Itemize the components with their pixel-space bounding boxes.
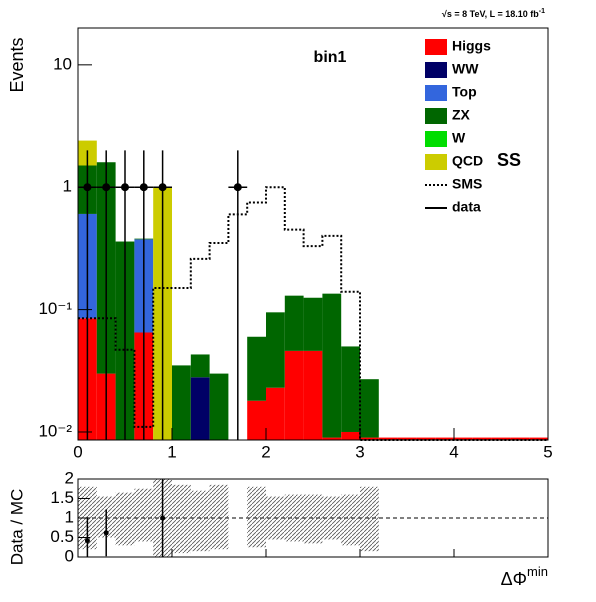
- legend-label: SMS: [452, 176, 482, 192]
- stack-bar: [491, 437, 511, 440]
- stack-bar: [529, 437, 548, 440]
- x-tick-label: 2: [261, 442, 270, 461]
- ratio-point: [160, 515, 166, 521]
- stack-bar: [209, 373, 229, 440]
- legend-swatch: [425, 39, 447, 55]
- ss-label: SS: [497, 150, 521, 170]
- ratio-point: [103, 530, 109, 536]
- lumi-sup: -1: [539, 8, 545, 15]
- stack-bar: [472, 437, 492, 440]
- x-label-sup: min: [527, 564, 548, 579]
- uncertainty-band: [360, 486, 379, 552]
- stack-bar: [397, 437, 417, 440]
- x-tick-label: 0: [73, 442, 82, 461]
- stack-bar: [190, 377, 210, 440]
- legend-label: W: [452, 130, 466, 146]
- stack-bar: [322, 293, 342, 438]
- ratio-y-tick-label: 2: [65, 468, 74, 487]
- x-label-text: ΔΦ: [501, 569, 527, 589]
- legend-label: data: [452, 199, 481, 215]
- stack-bar: [360, 437, 379, 440]
- ratio-y-tick-label: 0: [65, 546, 74, 565]
- x-tick-label: 1: [167, 442, 176, 461]
- uncertainty-band: [341, 494, 360, 546]
- frame: [77, 27, 549, 441]
- ratio-y-label: Data / MC: [7, 489, 26, 566]
- stack-bar: [172, 365, 191, 440]
- ratio-y-tick-label: 0.5: [50, 527, 74, 546]
- uncertainty-band: [266, 496, 285, 540]
- uncertainty-band: [303, 494, 323, 544]
- ratio-point: [84, 538, 90, 544]
- uncertainty-band: [134, 488, 154, 542]
- stack-bar: [435, 437, 454, 440]
- data-point: [121, 183, 129, 192]
- stack-bar: [454, 437, 473, 440]
- legend-swatch: [425, 85, 447, 101]
- stack-bar: [303, 350, 323, 440]
- uncertainty-band: [172, 484, 191, 554]
- y-tick-label: 10⁻²: [38, 421, 72, 440]
- legend-swatch: [425, 108, 447, 124]
- uncertainty-band: [322, 496, 342, 540]
- x-tick-label: 4: [449, 442, 458, 461]
- stack-bar: [378, 437, 398, 440]
- legend-swatch: [425, 62, 447, 78]
- stack-bar: [341, 431, 360, 440]
- lumi: √s = 8 TeV, L = 18.10 fb-1: [442, 8, 545, 20]
- data-point: [139, 183, 148, 192]
- lumi-text: √s = 8 TeV, L = 18.10 fb: [442, 9, 539, 19]
- y-tick-label: 10: [53, 54, 72, 73]
- stack-bar: [510, 437, 530, 440]
- stack-bar: [416, 437, 436, 440]
- stack-bar: [284, 295, 304, 351]
- legend-label: Top: [452, 84, 477, 100]
- stack-bar: [266, 312, 285, 388]
- bin-label: bin1: [314, 49, 347, 66]
- uncertainty-band: [190, 490, 210, 552]
- data-point: [158, 183, 167, 192]
- ratio-y-tick-label: 1.5: [50, 488, 74, 507]
- x-axis-label: ΔΦmin: [501, 564, 548, 588]
- y-tick-label: 10⁻¹: [38, 299, 72, 318]
- stack-bar: [247, 400, 266, 440]
- stack-bar: [284, 350, 304, 440]
- uncertainty-band: [247, 486, 266, 548]
- legend-label: QCD: [452, 153, 483, 169]
- uncertainty-band: [209, 484, 229, 550]
- data-point: [233, 183, 242, 192]
- stack-bar: [303, 297, 323, 351]
- legend-label: WW: [452, 61, 479, 77]
- legend-label: ZX: [452, 107, 471, 123]
- stack-bar: [247, 336, 266, 401]
- y-tick-label: 1: [63, 177, 72, 196]
- stack-bar: [322, 437, 342, 440]
- legend-swatch: [425, 154, 447, 170]
- y-axis-label: Events: [7, 37, 27, 92]
- legend-swatch: [425, 131, 447, 147]
- x-tick-label: 5: [543, 442, 552, 461]
- stack-bar: [266, 387, 285, 440]
- data-point: [102, 183, 111, 192]
- ratio-y-tick-label: 1: [65, 507, 74, 526]
- stack-bar: [341, 346, 360, 432]
- stack-bar: [190, 354, 210, 378]
- uncertainty-band: [115, 492, 135, 546]
- legend-label: Higgs: [452, 38, 491, 54]
- stack-bar: [360, 379, 379, 438]
- uncertainty-band: [284, 494, 304, 542]
- x-tick-label: 3: [355, 442, 364, 461]
